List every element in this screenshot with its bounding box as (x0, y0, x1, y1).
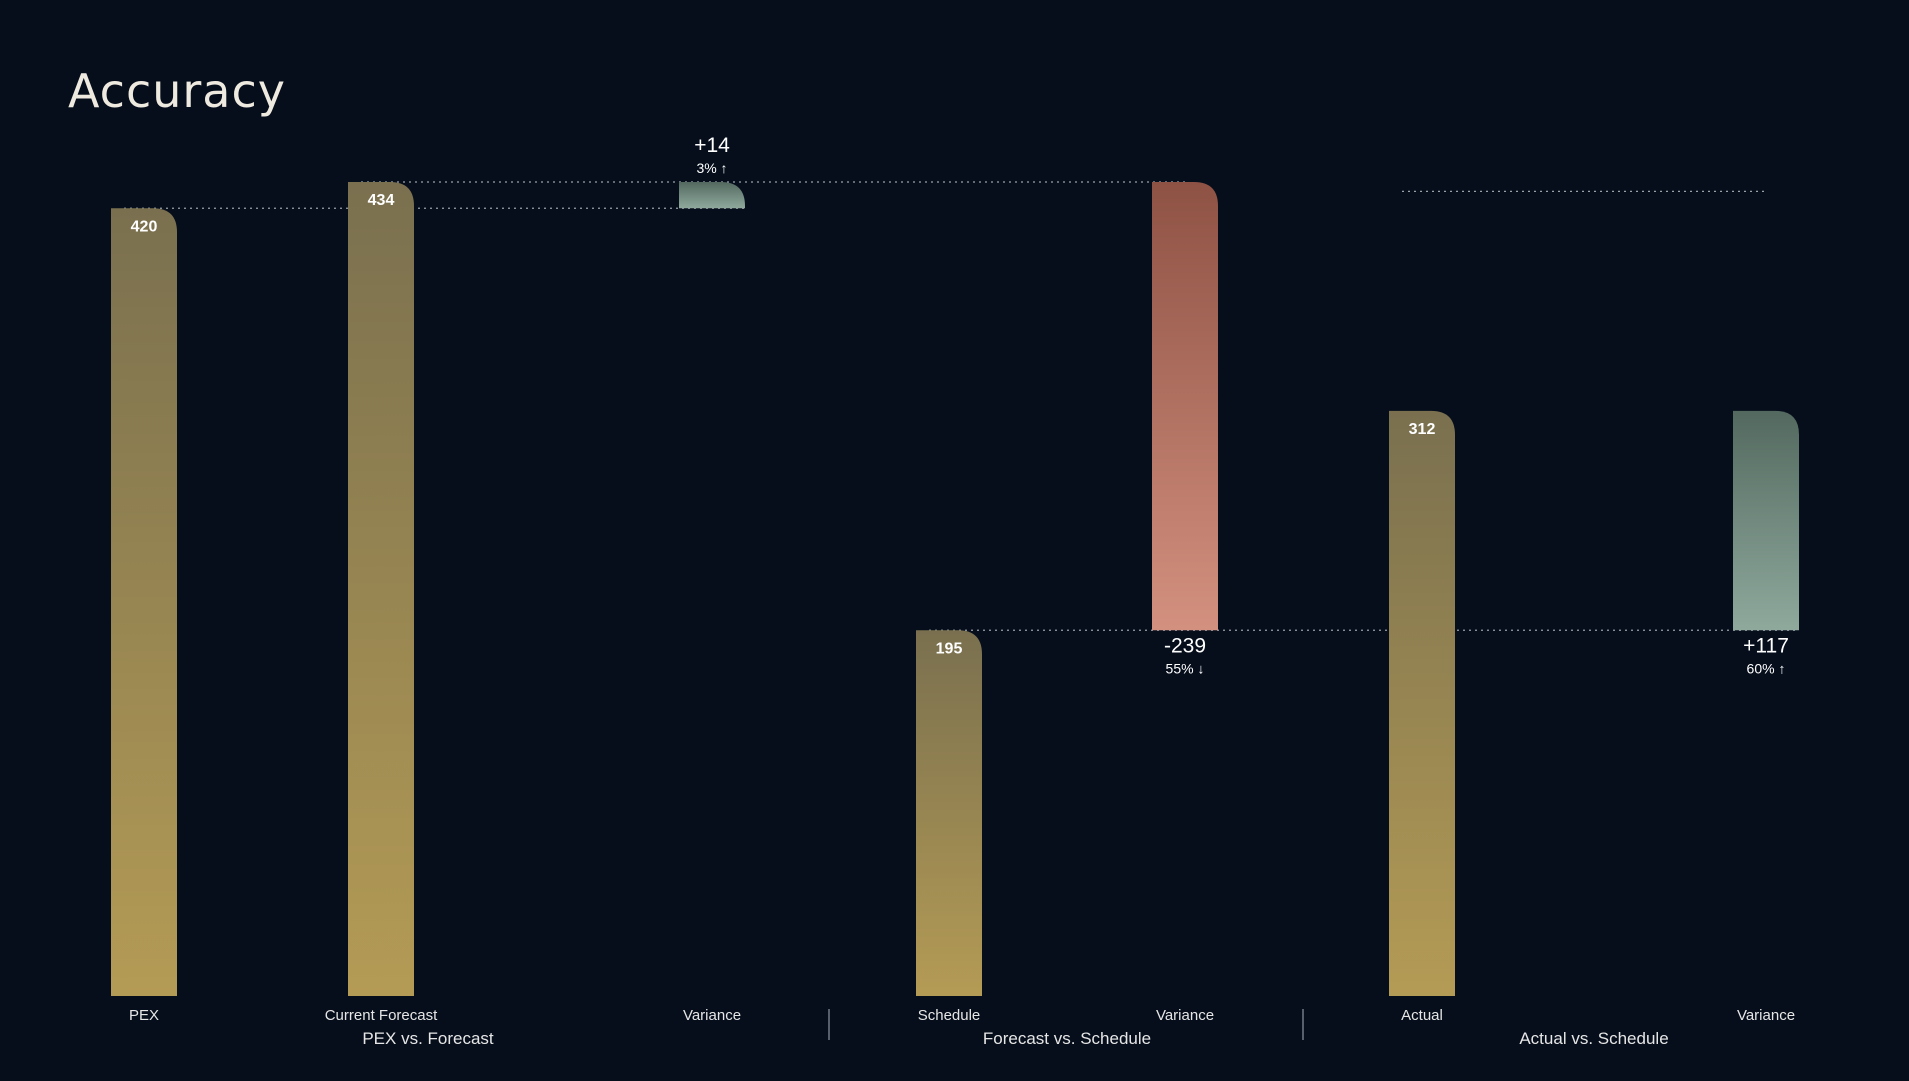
bar-variance-pex-forecast (679, 182, 745, 209)
bar-pex-value-label: 420 (131, 218, 158, 235)
bar-actual-value-label: 312 (1409, 421, 1436, 438)
bar-variance-pex-forecast-value-label: +14 (694, 134, 730, 157)
page-title: Accuracy (68, 64, 287, 118)
bar-current-forecast (348, 182, 414, 996)
bar-variance-forecast-schedule-pct-label: 55% ↓ (1166, 660, 1205, 676)
bar-variance-actual-schedule (1733, 410, 1799, 631)
bar-schedule-value-label: 195 (936, 640, 963, 657)
bar-variance-pex-forecast-category-label: Variance (683, 1007, 741, 1024)
bar-current-forecast-value-label: 434 (368, 192, 395, 209)
bar-schedule (916, 630, 982, 996)
bar-variance-actual-schedule-value-label: +117 (1743, 634, 1789, 657)
bar-schedule-category-label: Schedule (918, 1007, 981, 1024)
bar-actual (1389, 410, 1455, 996)
bar-current-forecast-category-label: Current Forecast (325, 1007, 438, 1024)
bar-variance-actual-schedule-category-label: Variance (1737, 1007, 1795, 1024)
bar-variance-forecast-schedule-category-label: Variance (1156, 1007, 1214, 1024)
bar-variance-pex-forecast-pct-label: 3% ↑ (696, 160, 727, 176)
group-label: Actual vs. Schedule (1519, 1029, 1668, 1048)
bar-variance-actual-schedule-pct-label: 60% ↑ (1747, 660, 1786, 676)
bar-actual-category-label: Actual (1401, 1007, 1443, 1024)
group-label: Forecast vs. Schedule (983, 1029, 1151, 1048)
bar-pex-category-label: PEX (129, 1007, 159, 1024)
group-label: PEX vs. Forecast (362, 1029, 494, 1048)
bar-variance-forecast-schedule-value-label: -239 (1164, 634, 1206, 657)
bar-variance-forecast-schedule (1152, 182, 1218, 631)
bar-pex (111, 208, 177, 997)
